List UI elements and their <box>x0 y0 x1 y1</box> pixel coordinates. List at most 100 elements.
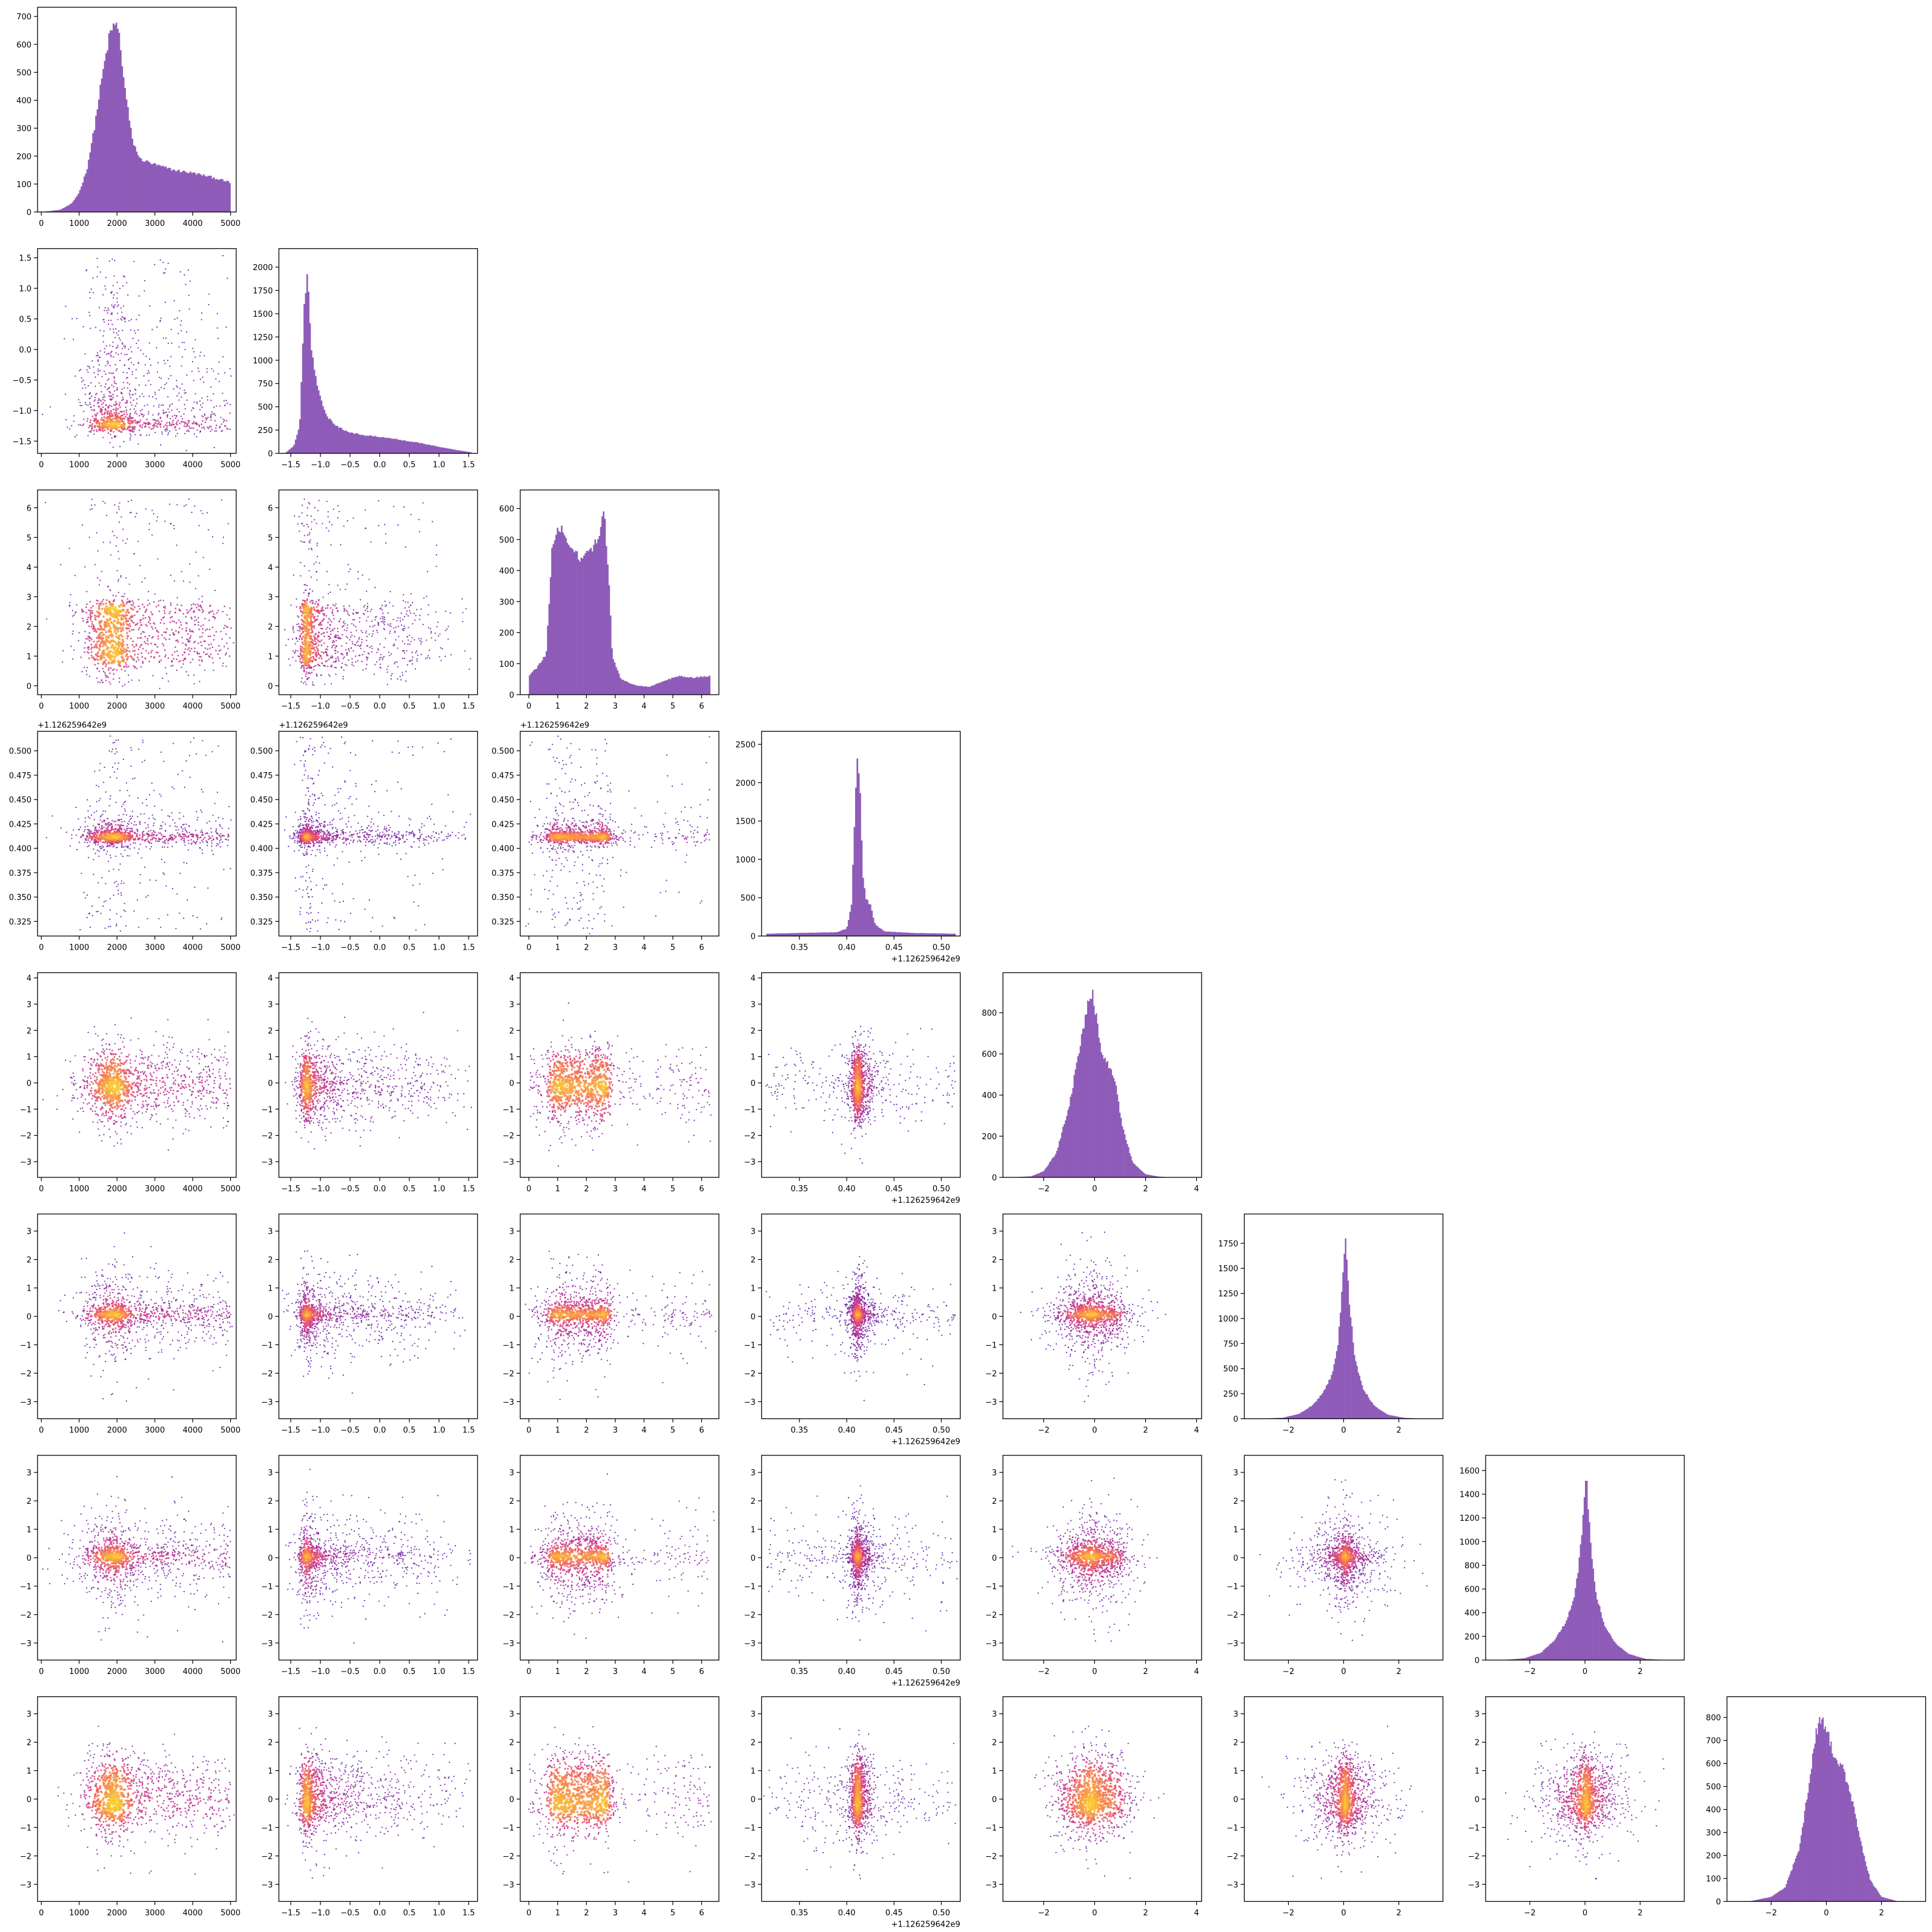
scatter-point <box>173 300 175 302</box>
scatter-point <box>110 925 111 927</box>
scatter-point <box>213 370 214 372</box>
scatter-point <box>108 822 110 824</box>
scatter-point <box>313 635 315 638</box>
scatter-point <box>180 666 182 669</box>
scatter-point <box>108 641 111 644</box>
scatter-point <box>148 434 150 436</box>
scatter-point <box>131 644 134 646</box>
scatter-point <box>382 612 384 614</box>
scatter-point <box>101 607 104 610</box>
scatter-point <box>121 806 123 807</box>
scatter-point <box>228 618 231 620</box>
scatter-point <box>119 650 122 653</box>
scatter-point <box>89 805 91 807</box>
scatter-point <box>199 928 202 930</box>
scatter-point <box>180 320 182 322</box>
scatter-point <box>130 817 132 819</box>
scatter-point <box>230 868 231 870</box>
scatter-point <box>314 640 317 643</box>
scatter-point <box>194 416 196 418</box>
scatter-point <box>134 434 136 435</box>
scatter-point <box>89 297 91 299</box>
scatter-point <box>319 640 322 643</box>
scatter-point <box>130 402 132 403</box>
histogram-bar <box>703 676 705 695</box>
x-tick-label: 4000 <box>183 944 203 953</box>
scatter-point <box>405 601 406 603</box>
scatter-point <box>181 637 183 638</box>
scatter-point <box>158 610 160 612</box>
scatter-point <box>361 638 363 641</box>
histogram-bar <box>227 181 230 212</box>
scatter-point <box>176 380 177 382</box>
scatter-point <box>342 658 345 660</box>
scatter-point <box>183 421 185 423</box>
scatter-point <box>98 382 100 384</box>
scatter-point <box>351 664 353 666</box>
histogram-bar <box>292 446 294 454</box>
x-tick-label: 0.0 <box>374 461 386 470</box>
scatter-point <box>110 411 112 413</box>
scatter-point <box>98 622 101 624</box>
scatter-point <box>215 378 217 380</box>
scatter-point <box>409 643 411 645</box>
scatter-point <box>193 401 195 403</box>
scatter-point <box>91 498 93 500</box>
scatter-point <box>199 431 201 433</box>
scatter-point <box>175 435 177 437</box>
scatter-point <box>94 833 97 835</box>
scatter-point <box>157 638 159 640</box>
scatter-point <box>101 571 102 572</box>
y-tick-label: 4 <box>27 563 31 572</box>
scatter-point <box>134 650 136 652</box>
scatter-point <box>296 623 298 626</box>
scatter-point <box>123 666 125 668</box>
histogram-bar <box>627 683 630 695</box>
scatter-point <box>222 392 223 394</box>
scatter-point <box>159 655 160 657</box>
scatter-point <box>201 312 203 314</box>
scatter-point <box>356 630 357 632</box>
scatter-point <box>102 603 105 606</box>
scatter-point <box>189 630 191 632</box>
histogram-bar <box>385 438 388 454</box>
scatter-point <box>153 426 155 428</box>
scatter-point <box>165 382 168 384</box>
scatter-point <box>153 831 155 833</box>
scatter-point <box>227 277 228 279</box>
scatter-point <box>125 602 128 605</box>
x-tick-label: 4000 <box>183 461 203 470</box>
scatter-point <box>100 845 102 848</box>
scatter-point <box>167 846 169 849</box>
scatter-point <box>294 643 296 645</box>
scatter-point <box>122 540 124 541</box>
scatter-point <box>102 430 104 432</box>
scatter-point <box>126 829 128 831</box>
scatter-point <box>151 328 153 331</box>
scatter-point <box>335 603 337 605</box>
scatter-point <box>186 430 188 432</box>
scatter-point <box>90 504 93 506</box>
scatter-point <box>225 633 227 635</box>
scatter-point <box>159 622 162 624</box>
histogram-bar <box>683 677 686 695</box>
scatter-point <box>174 414 176 417</box>
scatter-point <box>138 314 140 316</box>
scatter-point <box>125 611 127 614</box>
histogram-bar <box>639 686 641 695</box>
scatter-point <box>169 621 171 623</box>
scatter-point <box>118 869 120 871</box>
scatter-point <box>91 415 94 417</box>
scatter-point <box>176 414 178 417</box>
y-tick-label: 4 <box>268 563 273 572</box>
scatter-point <box>163 426 165 428</box>
histogram-bar <box>76 196 78 212</box>
scatter-point <box>129 625 131 627</box>
scatter-point <box>190 647 193 650</box>
scatter-point <box>133 629 135 631</box>
scatter-point <box>144 405 145 407</box>
scatter-point <box>141 414 144 416</box>
scatter-point <box>135 644 137 647</box>
scatter-point <box>132 640 134 643</box>
scatter-point <box>98 640 101 642</box>
